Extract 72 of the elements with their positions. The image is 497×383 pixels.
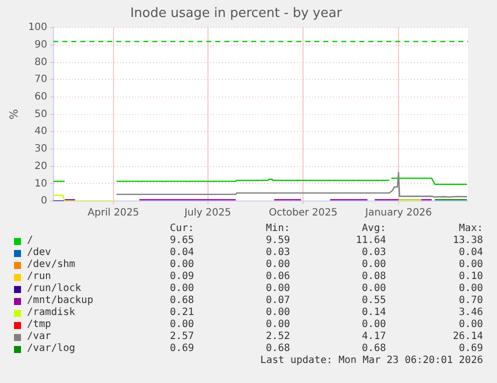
text: 0.68: [170, 295, 194, 307]
y-tick-label: 100: [28, 22, 48, 34]
text: 0.04: [458, 247, 483, 259]
text: 0.68: [266, 343, 290, 355]
legend-label: /dev/shm: [27, 259, 76, 271]
text: 0.69: [170, 343, 194, 355]
text: 0.68: [362, 343, 386, 355]
y-tick-label: 50: [34, 108, 48, 120]
text: 0.00: [170, 259, 194, 271]
chart-title: Inode usage in percent - by year: [130, 6, 342, 22]
y-tick-label: 70: [34, 74, 48, 86]
text: 0.07: [266, 295, 290, 307]
text: Max:: [458, 223, 483, 235]
text: 9.59: [266, 235, 290, 247]
x-tick-label: January 2026: [364, 208, 432, 219]
legend-label: /run: [27, 271, 52, 283]
y-tick-label: 0: [40, 196, 48, 207]
legend-label: /run/lock: [27, 283, 82, 295]
x-tick-label: October 2025: [268, 208, 338, 219]
text: Avg:: [362, 223, 386, 235]
legend-label: /var/log: [27, 343, 76, 355]
text: Min:: [266, 223, 290, 235]
text: 0.55: [362, 295, 386, 307]
text: 0.00: [458, 283, 483, 295]
text: Cur:: [170, 223, 194, 235]
text: 2.52: [266, 331, 290, 343]
y-tick-label: 60: [34, 92, 48, 103]
text: 0.08: [362, 271, 386, 283]
text: 0.00: [266, 283, 290, 295]
text: 0.00: [458, 319, 483, 331]
text: 0.00: [458, 259, 483, 271]
text: 4.17: [362, 331, 386, 343]
text: 0.21: [170, 307, 194, 319]
text: 3.46: [458, 307, 483, 319]
y-tick-label: 10: [34, 178, 48, 190]
y-tick-label: 80: [34, 56, 48, 68]
y-tick-label: 40: [34, 126, 48, 138]
text: 13.38: [452, 235, 483, 247]
text: 0.70: [458, 295, 483, 307]
text: 0.04: [170, 247, 194, 259]
legend-label: /ramdisk: [27, 307, 76, 319]
legend-label: /dev: [27, 247, 52, 259]
text: 0.00: [266, 259, 290, 271]
y-tick-label: 30: [34, 144, 48, 155]
text: 0.00: [266, 319, 290, 331]
text: 0.09: [170, 271, 194, 283]
y-axis-title: %: [7, 109, 20, 120]
text: 0.69: [458, 343, 483, 355]
text: 0.14: [362, 307, 386, 319]
legend-label: /var: [27, 331, 52, 343]
y-tick-label: 20: [34, 160, 48, 172]
x-tick-label: April 2025: [88, 208, 140, 219]
text: 0.00: [170, 319, 194, 331]
text: 11.64: [356, 235, 386, 247]
text: 2.57: [170, 331, 194, 343]
text: 0.00: [266, 307, 290, 319]
text: 0.03: [362, 247, 386, 259]
x-tick-label: July 2025: [183, 208, 232, 219]
text: 26.14: [452, 331, 483, 343]
text: 0.00: [362, 319, 386, 331]
text: 0.00: [362, 259, 386, 271]
text: 9.65: [170, 235, 194, 247]
legend-label: /mnt/backup: [27, 295, 94, 307]
text: 0.03: [266, 247, 290, 259]
y-tick-label: 90: [34, 40, 48, 51]
text: 0.10: [458, 271, 483, 283]
text: 0.00: [170, 283, 194, 295]
legend-label: /tmp: [27, 319, 52, 331]
legend-label: /: [27, 235, 34, 247]
text: Last update: Mon Mar 23 06:20:01 2026: [260, 355, 483, 367]
text: 0.06: [266, 271, 290, 283]
text: 0.00: [362, 283, 386, 295]
